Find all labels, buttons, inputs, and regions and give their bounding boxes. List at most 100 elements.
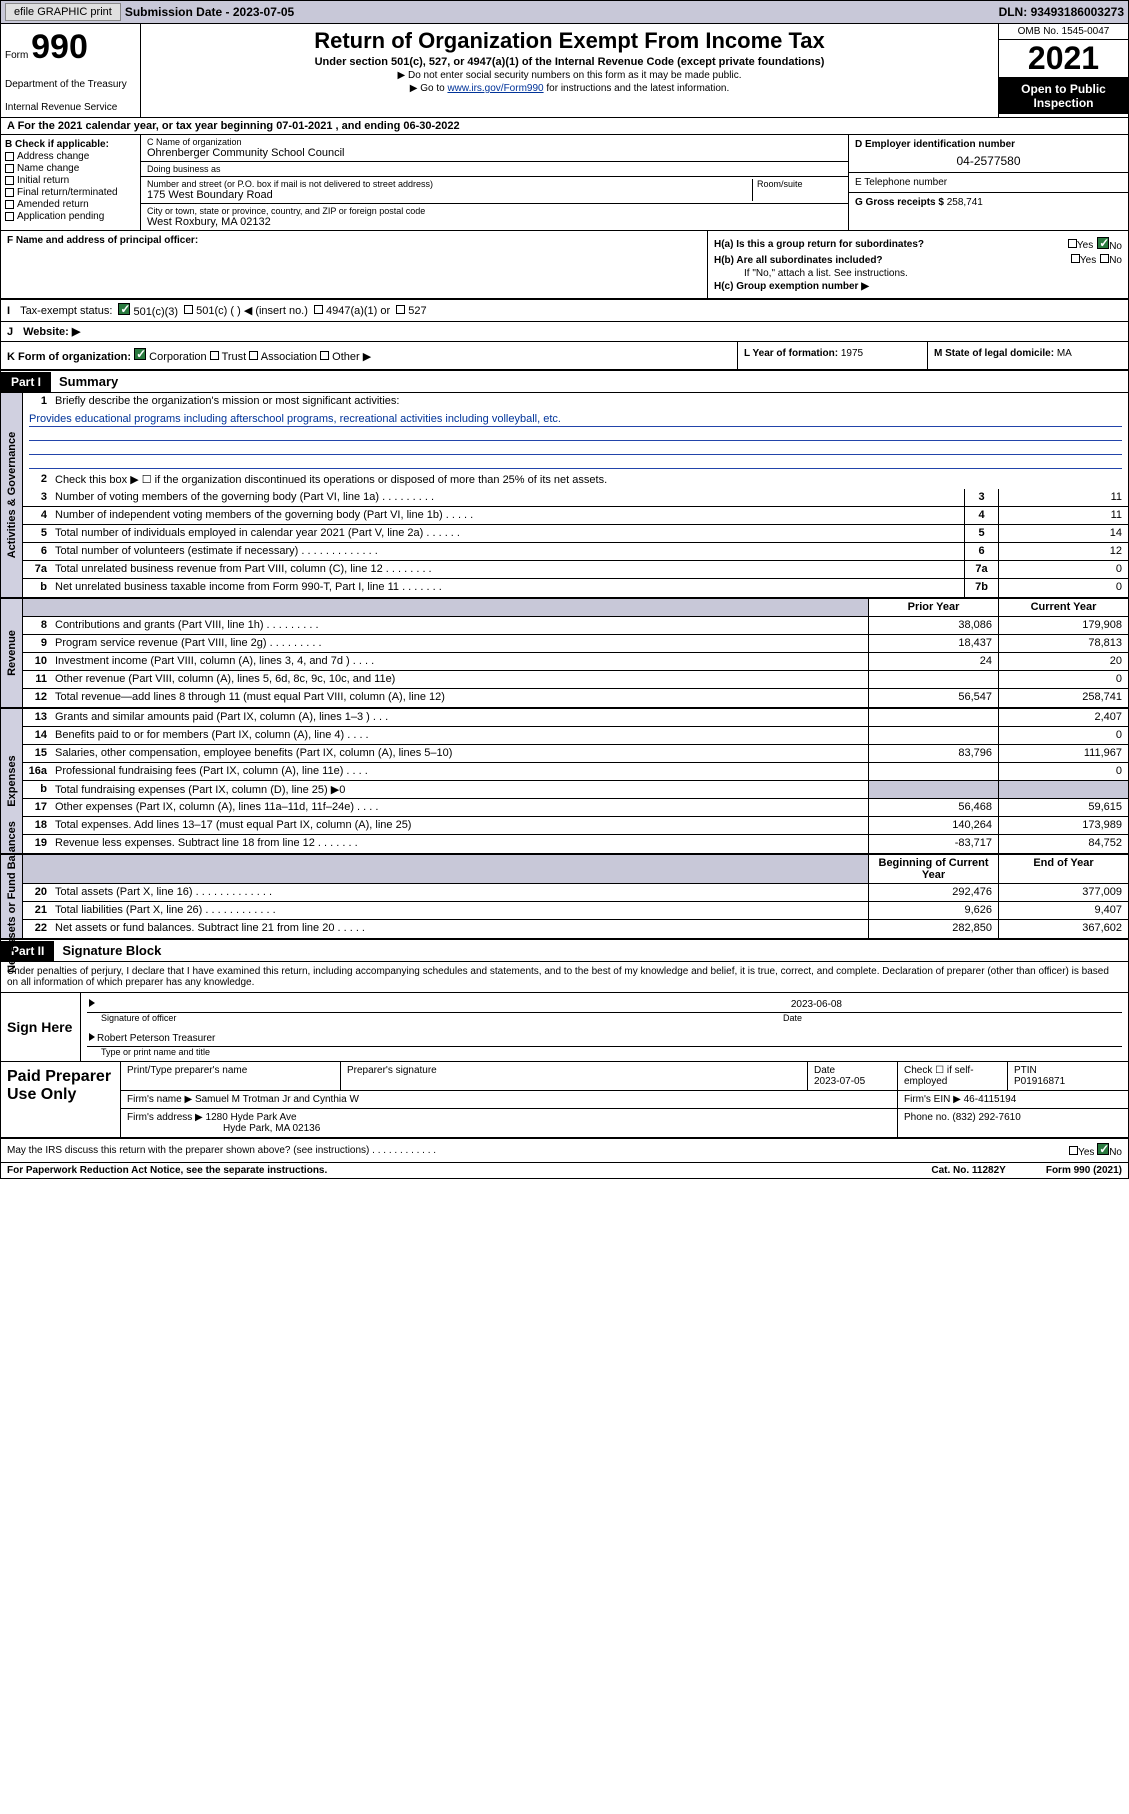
meta-block-bcdeg: B Check if applicable: Address change Na… [1, 135, 1128, 231]
vert-net-assets: Net Assets or Fund Balances [1, 855, 23, 938]
city-label: City or town, state or province, country… [147, 206, 842, 216]
org-name: Ohrenberger Community School Council [147, 147, 842, 159]
section-net-assets: Net Assets or Fund Balances Beginning of… [1, 855, 1128, 940]
dba-label: Doing business as [147, 164, 842, 174]
submission-date-label: Submission Date - 2023-07-05 [125, 5, 294, 19]
net-header-row: Beginning of Current Year End of Year [23, 855, 1128, 884]
room-label: Room/suite [757, 179, 842, 189]
irs-link[interactable]: www.irs.gov/Form990 [447, 83, 543, 94]
section-revenue: Revenue Prior Year Current Year 8 Contri… [1, 599, 1128, 709]
ha-label: H(a) Is this a group return for subordin… [714, 239, 924, 250]
form-number: 990 [31, 28, 88, 66]
form-subtitle: Under section 501(c), 527, or 4947(a)(1)… [147, 56, 992, 68]
may-irs-no[interactable]: No [1097, 1147, 1122, 1158]
tax-year: 2021 [999, 40, 1128, 78]
q2-text: Check this box ▶ ☐ if the organization d… [51, 471, 1128, 489]
cat-no: Cat. No. 11282Y [931, 1165, 1005, 1176]
chk-amended-return[interactable]: Amended return [5, 199, 136, 210]
hb-yes[interactable]: Yes [1071, 254, 1096, 266]
table-row: b Total fundraising expenses (Part IX, c… [23, 781, 1128, 799]
may-irs-yes[interactable]: Yes [1069, 1147, 1094, 1158]
chk-address-change[interactable]: Address change [5, 151, 136, 162]
hb-label: H(b) Are all subordinates included? [714, 255, 883, 266]
chk-name-change[interactable]: Name change [5, 163, 136, 174]
chk-501c[interactable]: 501(c) ( ) ◀ (insert no.) [184, 304, 308, 317]
chk-application-pending[interactable]: Application pending [5, 211, 136, 222]
firm-name: Samuel M Trotman Jr and Cynthia W [195, 1094, 359, 1105]
table-row: 10 Investment income (Part VIII, column … [23, 653, 1128, 671]
open-to-public: Open to Public Inspection [999, 78, 1128, 114]
gross-receipts: 258,741 [947, 197, 983, 208]
table-row: 11 Other revenue (Part VIII, column (A),… [23, 671, 1128, 689]
f-label: F Name and address of principal officer: [7, 235, 701, 246]
j-label: Website: ▶ [23, 325, 80, 338]
col-beginning-year: Beginning of Current Year [868, 855, 998, 883]
hb-note: If "No," attach a list. See instructions… [744, 268, 908, 279]
l-label: L Year of formation: [744, 348, 841, 359]
table-row: 16a Professional fundraising fees (Part … [23, 763, 1128, 781]
chk-corporation[interactable]: Corporation [134, 351, 207, 363]
g-label: G Gross receipts $ [855, 197, 947, 208]
section-deg: D Employer identification number 04-2577… [848, 135, 1128, 230]
form-header: Form 990 Department of the Treasury Inte… [1, 24, 1128, 118]
type-name-label: Type or print name and title [87, 1047, 1122, 1057]
table-row: 20 Total assets (Part X, line 16) . . . … [23, 884, 1128, 902]
c-name-label: C Name of organization [147, 137, 842, 147]
table-row: 22 Net assets or fund balances. Subtract… [23, 920, 1128, 938]
department-label: Department of the Treasury [5, 79, 136, 90]
efile-print-button[interactable]: efile GRAPHIC print [5, 3, 121, 21]
line-a-tax-year: A For the 2021 calendar year, or tax yea… [1, 118, 1128, 135]
d-label: D Employer identification number [855, 139, 1122, 150]
prep-sig-label: Preparer's signature [341, 1062, 808, 1090]
may-irs-row: May the IRS discuss this return with the… [1, 1139, 1128, 1162]
addr-label: Number and street (or P.O. box if mail i… [147, 179, 752, 189]
col-end-year: End of Year [998, 855, 1128, 883]
firm-phone: (832) 292-7610 [952, 1112, 1020, 1123]
arrow-icon [89, 1033, 95, 1041]
hc-label: H(c) Group exemption number ▶ [714, 281, 869, 292]
header-left: Form 990 Department of the Treasury Inte… [1, 24, 141, 117]
chk-final-return[interactable]: Final return/terminated [5, 187, 136, 198]
table-row: 6 Total number of volunteers (estimate i… [23, 543, 1128, 561]
chk-trust[interactable]: Trust [210, 351, 247, 363]
chk-4947[interactable]: 4947(a)(1) or [314, 305, 390, 317]
part2-title: Signature Block [54, 940, 169, 961]
signature-intro: Under penalties of perjury, I declare th… [1, 962, 1128, 993]
table-row: 14 Benefits paid to or for members (Part… [23, 727, 1128, 745]
section-governance: Activities & Governance 1 Briefly descri… [1, 393, 1128, 599]
table-row: 19 Revenue less expenses. Subtract line … [23, 835, 1128, 853]
chk-527[interactable]: 527 [396, 305, 426, 317]
prep-date: 2023-07-05 [814, 1076, 891, 1087]
ha-yes[interactable]: Yes [1068, 239, 1093, 251]
table-row: 18 Total expenses. Add lines 13–17 (must… [23, 817, 1128, 835]
ha-no[interactable]: No [1097, 237, 1122, 252]
vert-governance: Activities & Governance [1, 393, 23, 597]
firm-addr1: 1280 Hyde Park Ave [206, 1112, 297, 1123]
sign-here-label: Sign Here [1, 993, 81, 1061]
chk-association[interactable]: Association [249, 351, 317, 363]
paperwork-notice: For Paperwork Reduction Act Notice, see … [7, 1165, 327, 1176]
form-title: Return of Organization Exempt From Incom… [147, 28, 992, 54]
ein-value: 04-2577580 [855, 150, 1122, 168]
officer-sig-date: 2023-06-08 [791, 999, 1122, 1010]
table-row: 12 Total revenue—add lines 8 through 11 … [23, 689, 1128, 707]
e-label: E Telephone number [855, 177, 1122, 188]
table-row: 4 Number of independent voting members o… [23, 507, 1128, 525]
hb-no[interactable]: No [1100, 254, 1122, 266]
section-c-address: C Name of organization Ohrenberger Commu… [141, 135, 848, 230]
chk-other[interactable]: Other ▶ [320, 351, 371, 363]
prep-self-employed[interactable]: Check ☐ if self-employed [898, 1062, 1008, 1090]
form-note-2: ▶ Go to www.irs.gov/Form990 for instruct… [147, 83, 992, 94]
table-row: 9 Program service revenue (Part VIII, li… [23, 635, 1128, 653]
chk-initial-return[interactable]: Initial return [5, 175, 136, 186]
part1-tag: Part I [1, 372, 51, 392]
omb-number: OMB No. 1545-0047 [999, 24, 1128, 40]
revenue-header-row: Prior Year Current Year [23, 599, 1128, 617]
sign-here-row: Sign Here 2023-06-08 Signature of office… [1, 993, 1128, 1062]
part1-header: Part I Summary [1, 371, 1128, 393]
date-label: Date [783, 1013, 1122, 1023]
firm-addr-label: Firm's address ▶ [127, 1112, 206, 1123]
table-row: 15 Salaries, other compensation, employe… [23, 745, 1128, 763]
chk-501c3[interactable]: 501(c)(3) [118, 303, 178, 318]
prep-date-label: Date [814, 1065, 891, 1076]
